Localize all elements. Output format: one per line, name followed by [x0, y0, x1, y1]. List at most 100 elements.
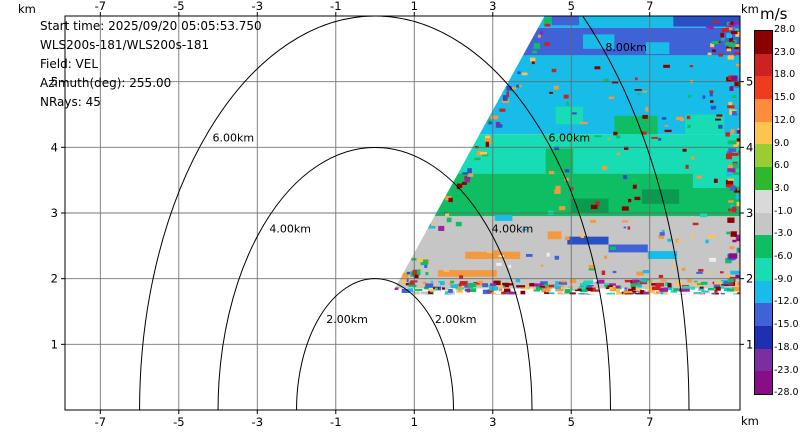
- velocity-speck: [553, 85, 559, 90]
- velocity-speck: [487, 289, 494, 293]
- velocity-speck: [501, 291, 505, 295]
- velocity-speck: [521, 72, 528, 76]
- velocity-speck: [734, 234, 740, 238]
- velocity-speck: [726, 231, 731, 235]
- velocity-speck: [647, 289, 655, 294]
- velocity-speck: [542, 288, 551, 292]
- velocity-speck: [521, 296, 528, 299]
- velocity-speck: [665, 280, 671, 282]
- velocity-speck: [482, 283, 489, 288]
- velocity-speck: [736, 108, 740, 114]
- velocity-speck: [737, 248, 740, 252]
- colorbar-segment: [755, 31, 772, 54]
- velocity-speck: [459, 275, 464, 279]
- velocity-speck: [551, 284, 557, 286]
- velocity-speck: [429, 280, 434, 283]
- velocity-speck: [648, 280, 653, 284]
- velocity-speck: [622, 220, 629, 223]
- velocity-speck: [555, 281, 558, 286]
- velocity-speck: [516, 286, 524, 289]
- velocity-speck: [738, 150, 740, 153]
- velocity-speck: [643, 291, 649, 294]
- y-tick-label: 3: [51, 206, 58, 220]
- velocity-speck: [539, 285, 545, 288]
- velocity-speck: [624, 279, 631, 283]
- velocity-speck: [587, 293, 591, 295]
- colorbar-segment: [755, 371, 772, 394]
- velocity-speck: [735, 274, 740, 279]
- velocity-speck: [555, 289, 564, 292]
- colorbar-segment: [755, 325, 772, 349]
- velocity-speck: [739, 288, 740, 291]
- velocity-speck: [621, 206, 629, 211]
- velocity-speck: [603, 78, 610, 83]
- velocity-speck: [467, 282, 477, 288]
- velocity-speck: [733, 143, 738, 148]
- velocity-speck: [456, 290, 464, 293]
- velocity-speck: [428, 290, 434, 295]
- velocity-speck: [672, 285, 677, 290]
- velocity-speck: [484, 135, 491, 140]
- velocity-speck: [690, 286, 696, 290]
- velocity-speck: [663, 64, 670, 68]
- velocity-speck: [727, 55, 734, 60]
- velocity-speck: [733, 293, 740, 295]
- velocity-speck: [437, 294, 440, 297]
- velocity-speck: [716, 41, 721, 43]
- velocity-speck: [726, 174, 732, 177]
- velocity-speck: [632, 288, 642, 291]
- velocity-speck: [660, 279, 667, 282]
- velocity-speck: [739, 185, 740, 190]
- velocity-speck: [726, 33, 732, 39]
- velocity-speck: [726, 46, 732, 50]
- velocity-speck: [732, 294, 739, 295]
- velocity-patch: [551, 16, 580, 26]
- velocity-speck: [467, 173, 474, 177]
- velocity-speck: [543, 17, 551, 24]
- colorbar-segment: [755, 53, 772, 77]
- velocity-speck: [727, 217, 735, 223]
- velocity-speck: [497, 295, 505, 299]
- velocity-speck: [608, 96, 615, 99]
- velocity-speck: [595, 283, 599, 286]
- velocity-speck: [564, 169, 570, 173]
- velocity-speck: [623, 226, 627, 229]
- velocity-speck: [714, 281, 723, 285]
- velocity-speck: [711, 20, 719, 24]
- velocity-speck: [462, 172, 469, 175]
- x-tick-label-top: -5: [173, 0, 184, 13]
- velocity-speck: [728, 43, 736, 48]
- velocity-speck: [623, 146, 629, 150]
- velocity-speck: [496, 262, 502, 266]
- range-ring-label: 4.00km: [269, 222, 311, 235]
- velocity-speck: [464, 176, 468, 180]
- velocity-speck: [720, 292, 725, 295]
- velocity-speck: [532, 50, 538, 54]
- velocity-speck: [738, 80, 740, 86]
- velocity-speck: [642, 90, 647, 93]
- velocity-speck: [560, 285, 565, 289]
- velocity-speck: [623, 290, 633, 295]
- colorbar-segment: [755, 280, 772, 304]
- velocity-speck: [493, 280, 501, 286]
- velocity-speck: [420, 291, 429, 295]
- velocity-speck: [540, 283, 549, 287]
- velocity-speck: [667, 238, 672, 242]
- velocity-speck: [516, 84, 520, 88]
- velocity-speck: [636, 271, 644, 276]
- velocity-speck: [736, 201, 740, 207]
- velocity-speck: [586, 285, 592, 288]
- velocity-speck: [509, 86, 517, 90]
- velocity-speck: [707, 271, 712, 274]
- velocity-speck: [702, 95, 706, 99]
- velocity-speck: [574, 288, 582, 292]
- velocity-speck: [572, 285, 578, 290]
- velocity-speck: [739, 184, 740, 190]
- velocity-speck: [658, 138, 662, 141]
- velocity-speck: [725, 132, 730, 137]
- velocity-speck: [417, 258, 424, 263]
- velocity-speck: [579, 289, 588, 293]
- axis-unit-label-top-right: km: [741, 2, 759, 16]
- velocity-speck: [678, 294, 687, 295]
- velocity-speck: [727, 84, 731, 87]
